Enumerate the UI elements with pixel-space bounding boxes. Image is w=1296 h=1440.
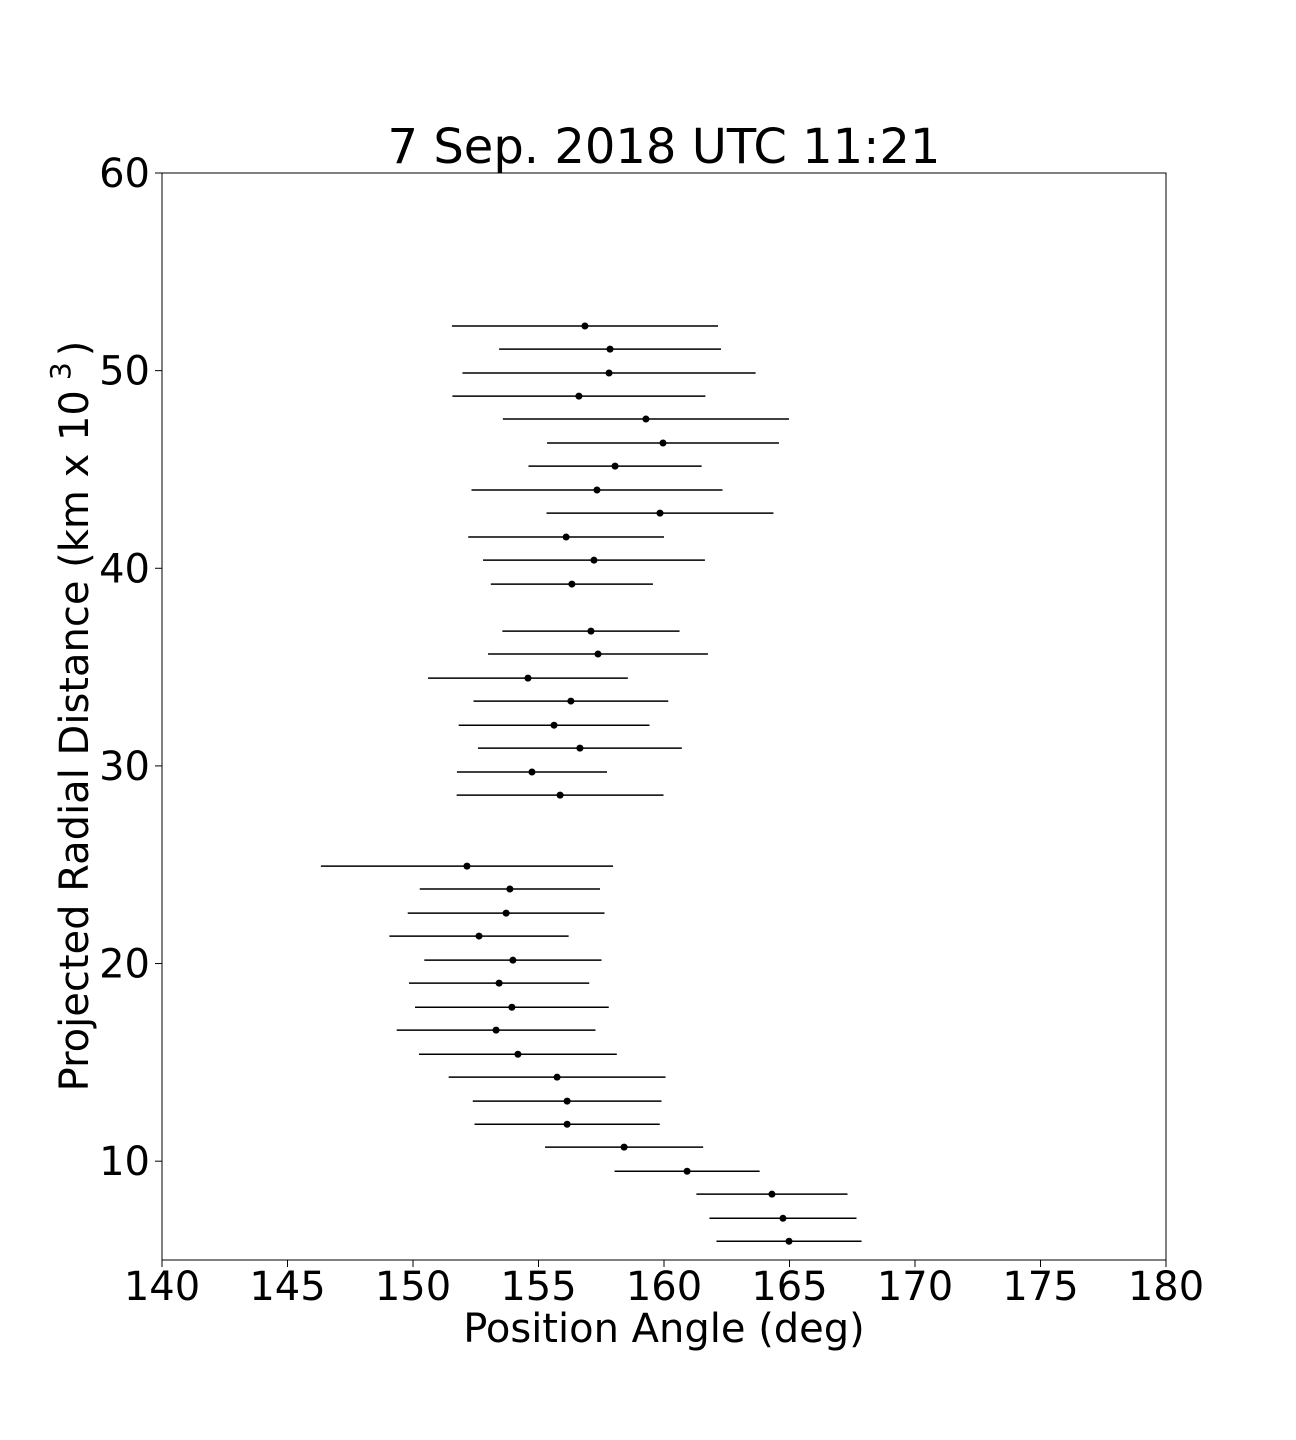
point [581, 322, 589, 330]
point [568, 580, 576, 588]
point [528, 768, 536, 776]
y-tick-label: 20 [99, 942, 150, 988]
point [502, 909, 510, 917]
point [656, 509, 664, 517]
x-tick-label: 165 [751, 1264, 827, 1310]
point [593, 486, 601, 494]
y-tick-label: 30 [99, 744, 150, 790]
point [475, 932, 483, 940]
x-tick-label: 150 [375, 1264, 451, 1310]
x-tick-label: 145 [249, 1264, 325, 1310]
point [514, 1050, 522, 1058]
point [492, 1026, 500, 1034]
x-tick-label: 140 [124, 1264, 200, 1310]
point [779, 1214, 787, 1222]
y-label-close: ) [52, 341, 98, 357]
point [620, 1143, 628, 1151]
point [563, 1097, 571, 1105]
point [562, 533, 570, 541]
y-label-text: Projected Radial Distance (km x 10 [52, 390, 98, 1091]
point [606, 345, 614, 353]
point [567, 697, 575, 705]
point [463, 862, 471, 870]
point [590, 556, 598, 564]
y-axis-label: Projected Radial Distance (km x 10 3) [44, 341, 98, 1092]
point [576, 744, 584, 752]
x-tick-label: 160 [626, 1264, 702, 1310]
point [550, 721, 558, 729]
point [659, 439, 667, 447]
point [575, 392, 583, 400]
x-tick-label: 175 [1002, 1264, 1078, 1310]
point [509, 956, 517, 964]
y-tick-label: 40 [99, 546, 150, 592]
point [683, 1167, 691, 1175]
point [553, 1073, 561, 1081]
y-tick-label: 60 [99, 151, 150, 197]
x-tick-label: 155 [500, 1264, 576, 1310]
point [785, 1237, 793, 1245]
y-tick-label: 50 [99, 349, 150, 395]
point [495, 979, 503, 987]
point [563, 1120, 571, 1128]
point [524, 674, 532, 682]
point [587, 627, 595, 635]
point [642, 415, 650, 423]
chart-title: 7 Sep. 2018 UTC 11:21 [388, 119, 941, 175]
point [605, 369, 613, 377]
x-tick-label: 170 [877, 1264, 953, 1310]
point [611, 462, 619, 470]
x-tick-label: 180 [1128, 1264, 1204, 1310]
x-axis-label: Position Angle (deg) [463, 1306, 865, 1352]
point [556, 791, 564, 799]
y-label-superscript: 3 [44, 362, 77, 380]
point [508, 1003, 516, 1011]
point [594, 650, 602, 658]
point [768, 1190, 776, 1198]
point [506, 885, 514, 893]
y-tick-label: 10 [99, 1139, 150, 1185]
